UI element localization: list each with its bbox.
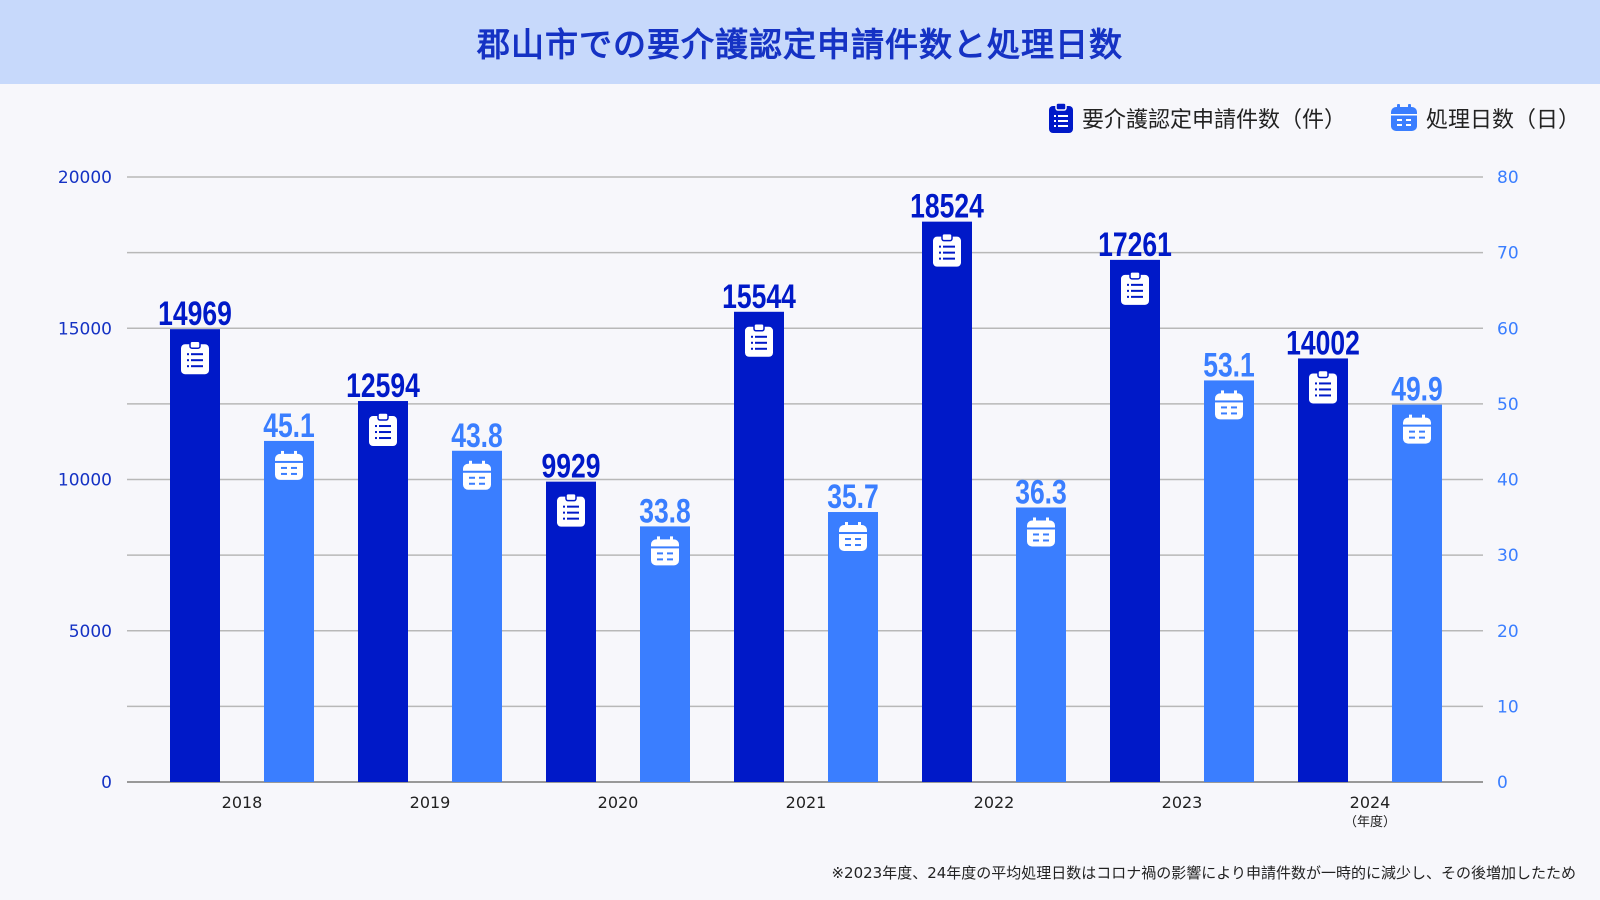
data-label-applications: 17261 xyxy=(1098,226,1172,264)
data-label-days: 53.1 xyxy=(1203,346,1255,384)
clipboard-icon xyxy=(745,323,773,357)
calendar-icon xyxy=(1390,104,1417,131)
calendar-icon xyxy=(275,450,303,480)
data-label-applications: 14969 xyxy=(158,295,232,333)
bar-days xyxy=(1204,380,1254,782)
footnote: ※2023年度、24年度の平均処理日数はコロナ禍の影響により申請件数が一時的に減… xyxy=(831,864,1576,882)
data-label-days: 35.7 xyxy=(827,478,879,516)
x-axis-tick-label: 2018 xyxy=(222,793,263,812)
left-axis-tick-label: 5000 xyxy=(69,622,112,642)
left-axis-tick-label: 10000 xyxy=(58,471,112,491)
right-axis-tick-label: 60 xyxy=(1497,319,1519,339)
x-axis-tick-label: 2020 xyxy=(598,793,639,812)
data-label-applications: 18524 xyxy=(910,188,984,226)
calendar-icon xyxy=(839,522,867,552)
data-label-applications: 14002 xyxy=(1286,324,1360,362)
right-axis-tick-label: 70 xyxy=(1497,244,1519,264)
data-label-days: 45.1 xyxy=(263,407,315,445)
legend-label: 処理日数（日） xyxy=(1425,108,1580,133)
bar-days xyxy=(828,512,878,782)
data-label-days: 33.8 xyxy=(639,492,691,530)
bar-days xyxy=(264,440,314,782)
x-axis-tick-label: 2019 xyxy=(410,793,451,812)
legend-item-applications: 要介護認定申請件数（件） xyxy=(1048,102,1346,134)
clipboard-icon xyxy=(1309,369,1337,404)
bar-days xyxy=(640,526,690,782)
x-axis-tick-label: 2023 xyxy=(1162,793,1203,812)
data-label-days: 49.9 xyxy=(1391,371,1443,409)
legend: 要介護認定申請件数（件） 処理日数（日） xyxy=(1018,102,1580,134)
clipboard-icon xyxy=(369,412,397,447)
left-axis-tick-label: 20000 xyxy=(58,168,112,188)
bar-applications xyxy=(1298,358,1348,782)
x-axis-tick-label: 2024 xyxy=(1350,793,1391,812)
data-label-applications: 12594 xyxy=(346,367,420,405)
clipboard-icon xyxy=(1048,102,1073,133)
x-axis-tick-label: 2022 xyxy=(974,793,1015,812)
bar-applications xyxy=(170,329,220,782)
left-axis-tick-label: 0 xyxy=(101,773,112,793)
clipboard-icon xyxy=(933,232,961,267)
legend-item-days: 処理日数（日） xyxy=(1390,102,1580,134)
bar-days xyxy=(1016,507,1066,782)
calendar-icon xyxy=(651,536,679,566)
title-bar: 郡山市での要介護認定申請件数と処理日数 xyxy=(0,0,1600,84)
x-axis-unit-label: （年度） xyxy=(1344,814,1396,830)
bar-days xyxy=(1392,404,1442,782)
x-axis-tick-label: 2021 xyxy=(786,793,827,812)
chart-title: 郡山市での要介護認定申請件数と処理日数 xyxy=(477,25,1123,64)
clipboard-icon xyxy=(557,492,585,527)
right-axis-tick-label: 40 xyxy=(1497,471,1519,491)
right-axis-tick-label: 0 xyxy=(1497,773,1508,793)
right-axis-tick-label: 50 xyxy=(1497,395,1519,415)
bar-applications xyxy=(1110,259,1160,782)
calendar-icon xyxy=(1027,517,1055,547)
bar-applications xyxy=(734,311,784,782)
right-axis-tick-label: 10 xyxy=(1497,697,1519,717)
data-label-days: 43.8 xyxy=(451,417,503,455)
bar-applications xyxy=(546,481,596,782)
clipboard-icon xyxy=(181,340,209,375)
data-label-applications: 15544 xyxy=(722,278,796,316)
calendar-icon xyxy=(1215,390,1243,420)
right-axis-tick-label: 80 xyxy=(1497,168,1519,188)
bar-applications xyxy=(922,221,972,783)
legend-label: 要介護認定申請件数（件） xyxy=(1081,108,1346,133)
calendar-icon xyxy=(463,460,491,490)
calendar-icon xyxy=(1403,414,1431,444)
data-label-applications: 9929 xyxy=(542,448,601,486)
clipboard-icon xyxy=(1121,271,1149,305)
right-axis-tick-label: 30 xyxy=(1497,546,1519,566)
right-axis-tick-label: 20 xyxy=(1497,622,1519,642)
bar-days xyxy=(452,450,502,782)
data-label-days: 36.3 xyxy=(1015,473,1067,511)
left-axis-tick-label: 15000 xyxy=(58,319,112,339)
bar-applications xyxy=(358,401,408,782)
